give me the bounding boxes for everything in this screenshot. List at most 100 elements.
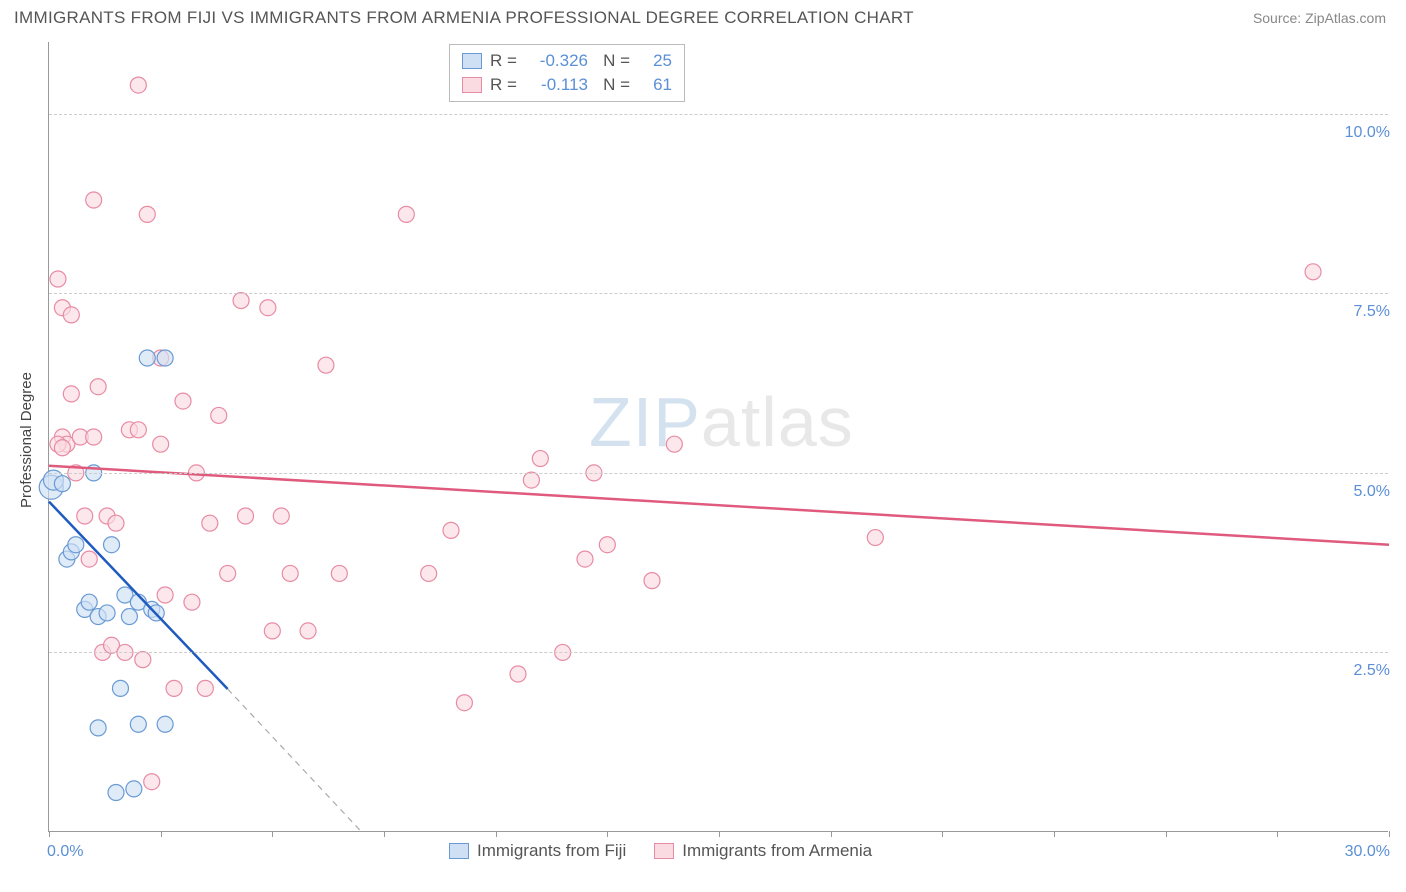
trend-line-armenia	[49, 466, 1389, 545]
x-tick	[1054, 831, 1055, 837]
x-label-min: 0.0%	[47, 843, 83, 861]
data-point	[166, 680, 182, 696]
r-value: -0.113	[526, 73, 588, 97]
data-point	[157, 587, 173, 603]
x-tick	[831, 831, 832, 837]
r-label: R =	[490, 49, 518, 73]
data-point	[175, 393, 191, 409]
gridline-h	[49, 293, 1388, 294]
data-point	[282, 565, 298, 581]
r-label: R =	[490, 73, 518, 97]
data-point	[331, 565, 347, 581]
data-point	[197, 680, 213, 696]
x-tick	[1166, 831, 1167, 837]
y-tick-label: 10.0%	[1345, 124, 1390, 142]
data-point	[135, 652, 151, 668]
legend-series: Immigrants from Fiji Immigrants from Arme…	[449, 841, 872, 861]
data-point	[86, 192, 102, 208]
data-point	[54, 440, 70, 456]
data-point	[81, 551, 97, 567]
data-point	[90, 379, 106, 395]
legend-series-label: Immigrants from Armenia	[682, 841, 872, 861]
legend-series-label: Immigrants from Fiji	[477, 841, 626, 861]
data-point	[157, 350, 173, 366]
data-point	[68, 537, 84, 553]
data-point	[104, 537, 120, 553]
scatter-plot	[49, 42, 1388, 831]
legend-correlation: R = -0.326 N = 25 R = -0.113 N = 61	[449, 44, 685, 102]
data-point	[130, 422, 146, 438]
data-point	[644, 573, 660, 589]
chart-area: ZIPatlas R =-0.326N =25R =-0.113N =61 Im…	[48, 42, 1388, 832]
legend-correlation-row: R = -0.326 N = 25	[462, 49, 672, 73]
data-point	[86, 429, 102, 445]
legend-series-item: Immigrants from Armenia	[654, 841, 872, 861]
x-tick	[942, 831, 943, 837]
legend-swatch	[462, 53, 482, 69]
x-tick	[49, 831, 50, 837]
gridline-h	[49, 473, 1388, 474]
data-point	[126, 781, 142, 797]
n-label: N =	[596, 49, 630, 73]
data-point	[130, 77, 146, 93]
source-label: Source: ZipAtlas.com	[1253, 10, 1386, 26]
data-point	[211, 407, 227, 423]
n-value: 25	[638, 49, 672, 73]
data-point	[81, 594, 97, 610]
data-point	[63, 386, 79, 402]
x-tick	[719, 831, 720, 837]
data-point	[130, 716, 146, 732]
data-point	[202, 515, 218, 531]
y-axis-title: Professional Degree	[18, 372, 35, 508]
x-tick	[1389, 831, 1390, 837]
data-point	[510, 666, 526, 682]
data-point	[121, 609, 137, 625]
data-point	[260, 300, 276, 316]
data-point	[184, 594, 200, 610]
data-point	[139, 350, 155, 366]
data-point	[220, 565, 236, 581]
data-point	[264, 623, 280, 639]
n-label: N =	[596, 73, 630, 97]
data-point	[108, 785, 124, 801]
data-point	[666, 436, 682, 452]
data-point	[523, 472, 539, 488]
data-point	[233, 293, 249, 309]
data-point	[63, 307, 79, 323]
gridline-h	[49, 114, 1388, 115]
x-tick	[384, 831, 385, 837]
data-point	[456, 695, 472, 711]
data-point	[599, 537, 615, 553]
trend-line-fiji-extrapolated	[228, 689, 362, 832]
data-point	[867, 530, 883, 546]
x-tick	[1277, 831, 1278, 837]
y-tick-label: 7.5%	[1354, 303, 1390, 321]
legend-series-item: Immigrants from Fiji	[449, 841, 626, 861]
data-point	[300, 623, 316, 639]
data-point	[144, 774, 160, 790]
legend-swatch	[654, 843, 674, 859]
data-point	[238, 508, 254, 524]
x-tick	[161, 831, 162, 837]
title-bar: IMMIGRANTS FROM FIJI VS IMMIGRANTS FROM …	[0, 0, 1406, 32]
x-tick	[496, 831, 497, 837]
r-value: -0.326	[526, 49, 588, 73]
legend-correlation-row: R = -0.113 N = 61	[462, 73, 672, 97]
y-tick-label: 5.0%	[1354, 483, 1390, 501]
data-point	[50, 271, 66, 287]
data-point	[108, 515, 124, 531]
data-point	[99, 605, 115, 621]
data-point	[318, 357, 334, 373]
n-value: 61	[638, 73, 672, 97]
x-tick	[607, 831, 608, 837]
y-tick-label: 2.5%	[1354, 662, 1390, 680]
chart-title: IMMIGRANTS FROM FIJI VS IMMIGRANTS FROM …	[14, 8, 914, 28]
x-tick	[272, 831, 273, 837]
data-point	[577, 551, 593, 567]
data-point	[1305, 264, 1321, 280]
data-point	[77, 508, 93, 524]
data-point	[273, 508, 289, 524]
legend-swatch	[449, 843, 469, 859]
gridline-h	[49, 652, 1388, 653]
data-point	[443, 522, 459, 538]
